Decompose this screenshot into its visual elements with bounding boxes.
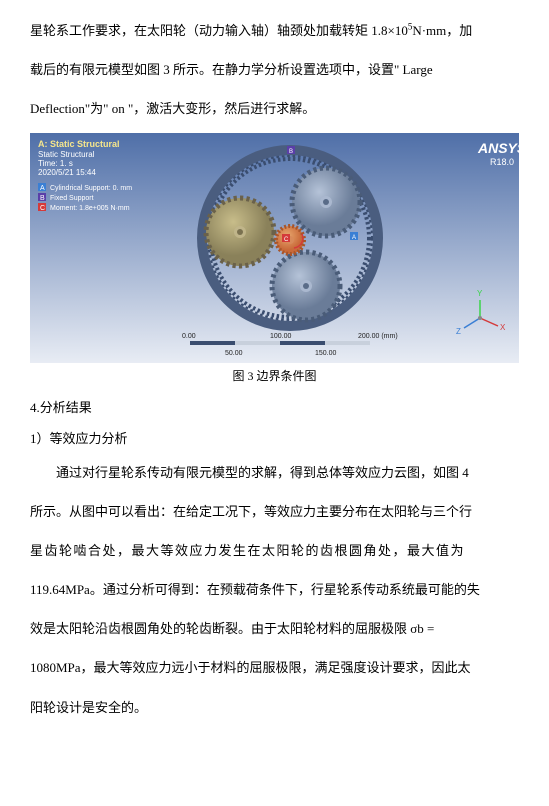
para1-line2: 载后的有限元模型如图 3 所示。在静力学分析设置选项中，设置" Large	[30, 62, 433, 77]
svg-text:C: C	[284, 237, 289, 243]
svg-text:150.00: 150.00	[315, 350, 337, 357]
para1-line1-suffix: N·mm，加	[412, 23, 472, 38]
svg-text:X: X	[500, 323, 506, 332]
legend-c-letter: C	[40, 205, 45, 212]
svg-text:Z: Z	[456, 327, 461, 336]
planet-gear-3	[272, 252, 340, 320]
legend-c-text: Moment: 1.8e+005 N·mm	[50, 205, 130, 212]
legend-a-text: Cylindrical Support: 0. mm	[50, 185, 132, 192]
svg-text:Y: Y	[477, 289, 483, 298]
legend-b-letter: B	[40, 195, 45, 202]
section4-p3: 星齿轮啮合处，最大等效应力发生在太阳轮的齿根圆角处，最大值为	[30, 535, 519, 566]
fig-title: A: Static Structural	[38, 139, 120, 149]
ansys-logo: ANSYS	[477, 140, 519, 156]
paragraph-1-line3: Deflection"为" on "，激活大变形，然后进行求解。	[30, 93, 519, 124]
fig-date: 2020/5/21 15:44	[38, 168, 96, 177]
figure-3-svg: A: Static Structural Static Structural T…	[30, 133, 519, 363]
para1-line3: Deflection"为" on "，激活大变形，然后进行求解。	[30, 101, 315, 116]
legend-b-text: Fixed Support	[50, 195, 94, 202]
planet-gear-2	[206, 198, 274, 266]
section4-p5: 效是太阳轮沿齿根圆角处的轮齿断裂。由于太阳轮材料的屈服极限 σb =	[30, 613, 519, 644]
paragraph-1-line2: 载后的有限元模型如图 3 所示。在静力学分析设置选项中，设置" Large	[30, 54, 519, 85]
section4-p4: 119.64MPa。通过分析可得到：在预载荷条件下，行星轮系传动系统最可能的失	[30, 574, 519, 605]
section-4-heading: 4.分析结果	[30, 396, 519, 419]
section4-p1: 通过对行星轮系传动有限元模型的求解，得到总体等效应力云图，如图 4	[30, 457, 519, 488]
ansys-version: R18.0	[490, 157, 514, 167]
subsection-4-1-heading: 1）等效应力分析	[30, 427, 519, 450]
fig-time: Time: 1. s	[38, 159, 73, 168]
section4-p7: 阳轮设计是安全的。	[30, 692, 519, 723]
svg-text:0.00: 0.00	[182, 333, 196, 340]
planet-gear-1	[292, 168, 360, 236]
fig-subtitle: Static Structural	[38, 150, 95, 159]
section4-p2: 所示。从图中可以看出：在给定工况下，等效应力主要分布在太阳轮与三个行	[30, 496, 519, 527]
svg-text:200.00 (mm): 200.00 (mm)	[358, 333, 398, 340]
svg-text:A: A	[352, 235, 356, 241]
figure-3-caption: 图 3 边界条件图	[30, 367, 519, 386]
figure-3-container: A: Static Structural Static Structural T…	[30, 133, 519, 386]
svg-text:50.00: 50.00	[225, 350, 243, 357]
section4-p6: 1080MPa，最大等效应力远小于材料的屈服极限，满足强度设计要求，因此太	[30, 652, 519, 683]
para1-line1-prefix: 星轮系工作要求，在太阳轮（动力输入轴）轴颈处加载转矩 1.8×10	[30, 23, 408, 38]
paragraph-1: 星轮系工作要求，在太阳轮（动力输入轴）轴颈处加载转矩 1.8×105N·mm，加	[30, 15, 519, 46]
legend-a-letter: A	[40, 185, 45, 192]
svg-text:B: B	[289, 149, 293, 155]
svg-text:100.00: 100.00	[270, 333, 292, 340]
